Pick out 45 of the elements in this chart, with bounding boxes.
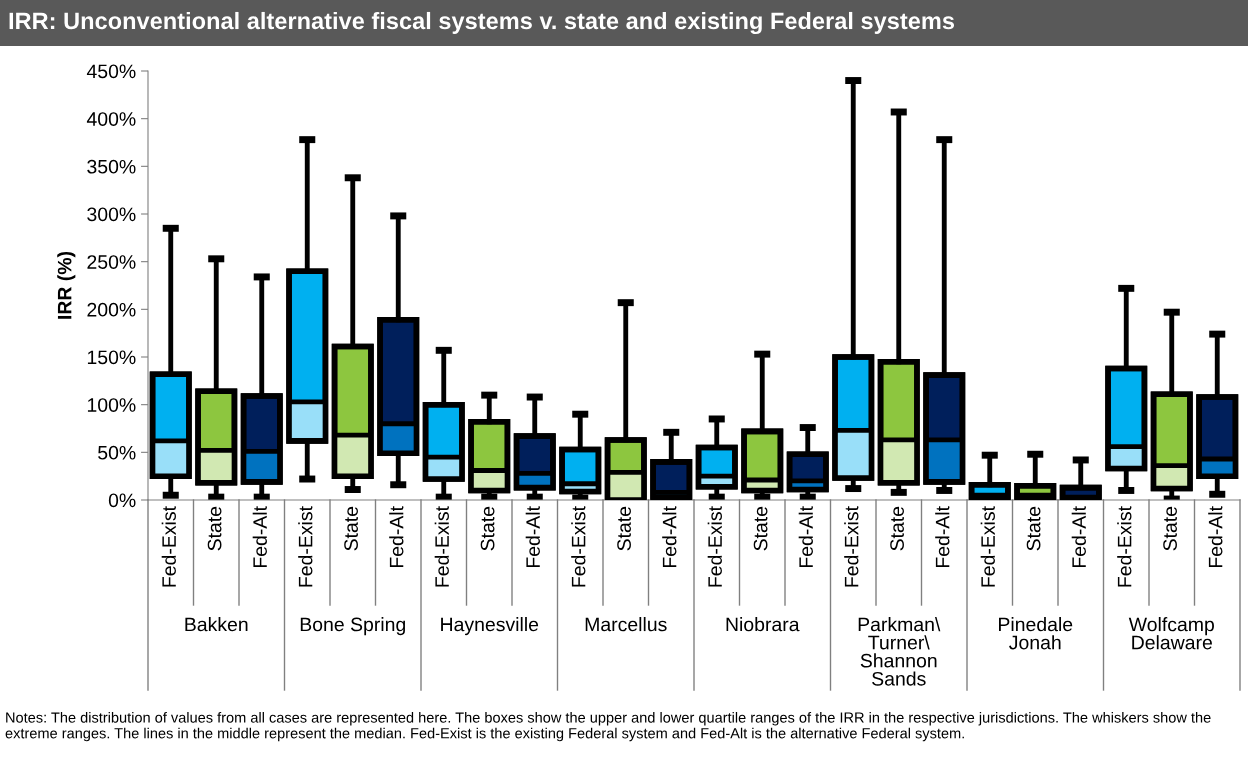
x-tick-label: Niobrara — [726, 617, 800, 632]
text: Fed-Exist — [434, 506, 449, 587]
text: State — [344, 506, 358, 551]
text: Fed-Exist — [1117, 506, 1132, 587]
text: State — [890, 506, 904, 551]
y-tick-label: 300% — [87, 207, 136, 222]
text: State — [617, 506, 631, 551]
text: Fed-Alt — [525, 506, 540, 568]
x-tick-label: Marcellus — [585, 617, 667, 632]
text: Fed-Exist — [707, 506, 722, 587]
y-tick-label: 100% — [87, 398, 136, 412]
text: State — [480, 506, 495, 551]
x-tick-label: Parkman\ Turner\ Shannon Sands — [858, 617, 941, 686]
y-tick-label: 250% — [87, 255, 136, 269]
text: Fed-Alt — [662, 506, 677, 568]
text: Fed-Alt — [389, 506, 404, 568]
y-axis-title: IRR (%) — [57, 251, 76, 319]
x-tick-label: Wolfcamp Delaware — [1128, 617, 1214, 650]
y-tick-label: 50% — [98, 445, 136, 460]
text: Fed-Exist — [571, 506, 586, 587]
text: Fed-Alt — [798, 506, 813, 568]
y-tick-label: 200% — [87, 302, 136, 317]
y-tick-label: 350% — [87, 159, 136, 174]
text: Fed-Exist — [161, 506, 176, 587]
chart-title: IRR: Unconventional alternative fiscal systems v. state and existing Federal systems — [9, 11, 955, 35]
y-tick-label: 400% — [86, 112, 136, 126]
text: Fed-Alt — [252, 506, 267, 568]
y-tick-label: 450% — [86, 64, 136, 79]
text: State — [1026, 506, 1041, 551]
text: Fed-Exist — [298, 506, 313, 587]
text: Fed-Alt — [935, 506, 950, 568]
x-tick-label: Bone Spring — [300, 617, 406, 636]
text: Fed-Exist — [980, 506, 995, 587]
text: Notes: The distribution of values from all cases are represented here. The boxes show the upper and lower quartile ranges of the IRR in the respective jurisdictions. The whiskers show the extreme ranges. The lines in the middle represent the median. Fed-Exist is the existing Federal system and Fed-Alt is the alternative Federal system. — [5, 712, 1211, 742]
text: State — [753, 506, 768, 551]
text: State — [207, 506, 222, 551]
text: Fed-Alt — [1071, 506, 1086, 568]
y-tick-label: 0% — [108, 493, 136, 508]
text: State — [1163, 506, 1177, 551]
text: Fed-Exist — [844, 506, 859, 587]
x-tick-label: Pinedale Jonah — [999, 617, 1073, 650]
text: Fed-Alt — [1208, 506, 1223, 568]
y-tick-label: 150% — [87, 350, 136, 365]
x-tick-label: Bakken — [185, 617, 248, 632]
x-tick-label: Haynesville — [441, 617, 539, 636]
